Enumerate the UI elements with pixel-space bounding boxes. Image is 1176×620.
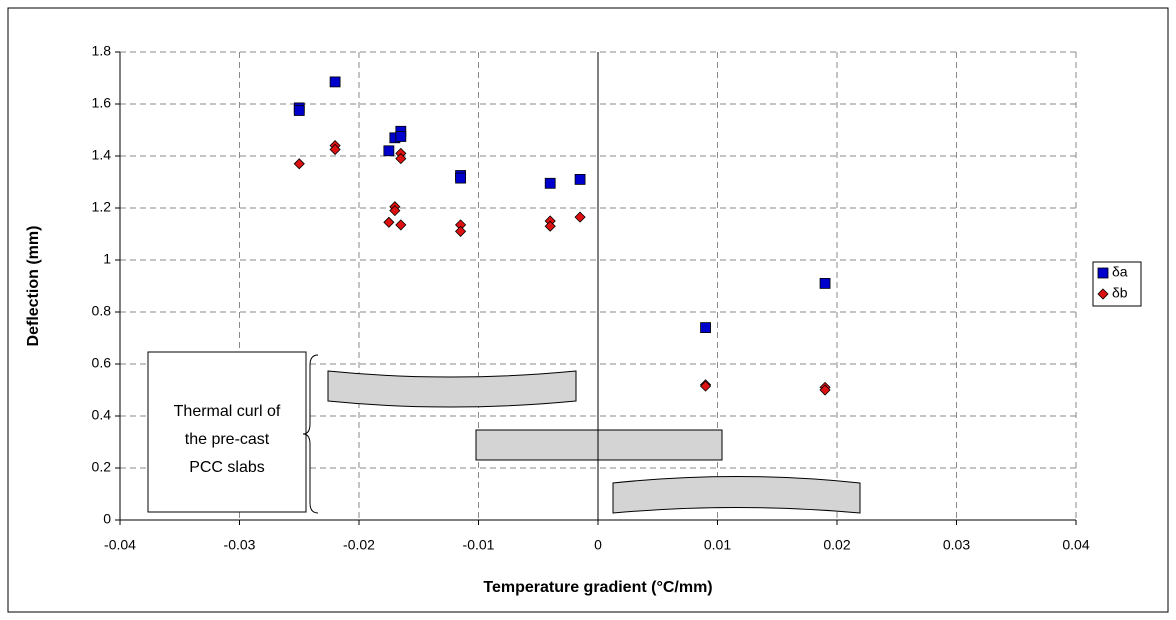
legend-marker — [1097, 267, 1109, 279]
annotation: Thermal curl of — [174, 403, 281, 420]
point — [329, 143, 341, 156]
y-tick-label: 1.2 — [92, 199, 112, 215]
point — [455, 172, 466, 184]
y-axis-label: Deflection (mm) — [25, 226, 42, 347]
point — [699, 380, 712, 392]
x-tick-label: 0 — [594, 537, 602, 553]
y-tick-label: 0.2 — [92, 459, 112, 475]
x-tick-label: -0.02 — [343, 537, 375, 553]
y-tick-label: 1.6 — [92, 95, 112, 111]
point — [329, 76, 341, 88]
x-tick-label: -0.01 — [463, 537, 495, 553]
point — [293, 158, 305, 170]
curled-slab — [327, 370, 577, 408]
x-tick-label: 0.02 — [823, 537, 850, 553]
point — [455, 225, 467, 237]
point — [544, 177, 556, 189]
y-tick-label: 1 — [103, 251, 111, 267]
point — [395, 219, 407, 231]
x-tick-label: 0.01 — [704, 537, 731, 553]
point — [700, 322, 711, 334]
point — [293, 105, 305, 116]
y-tick-label: 0.6 — [92, 355, 112, 371]
annotation: the pre-cast — [185, 431, 270, 448]
legend-label: δb — [1112, 285, 1128, 301]
y-tick-label: 1.4 — [92, 147, 112, 163]
legend — [1092, 261, 1142, 307]
x-tick-label: -0.03 — [224, 537, 256, 553]
annotation-box — [147, 351, 307, 513]
point — [544, 220, 556, 232]
annotation: PCC slabs — [189, 459, 265, 476]
chart-frame — [7, 7, 1169, 613]
point — [395, 131, 407, 142]
x-tick-label: 0.03 — [943, 537, 970, 553]
y-tick-label: 0.8 — [92, 303, 112, 319]
point — [819, 384, 831, 396]
x-tick-label: -0.04 — [104, 537, 136, 553]
point — [395, 153, 407, 165]
legend-label: δa — [1112, 264, 1128, 280]
legend-marker — [1097, 288, 1109, 300]
point — [574, 211, 586, 223]
point — [383, 145, 395, 157]
brace — [302, 354, 319, 514]
x-axis-label: Temperature gradient (°C/mm) — [483, 579, 712, 596]
point — [383, 216, 395, 228]
point — [574, 173, 586, 185]
y-tick-label: 1.8 — [92, 43, 112, 59]
point — [819, 277, 831, 289]
curled-slab — [612, 476, 861, 514]
y-tick-label: 0 — [103, 511, 111, 527]
flat-slab — [475, 429, 723, 461]
x-tick-label: 0.04 — [1062, 537, 1089, 553]
point — [389, 205, 401, 217]
y-tick-label: 0.4 — [92, 407, 112, 423]
